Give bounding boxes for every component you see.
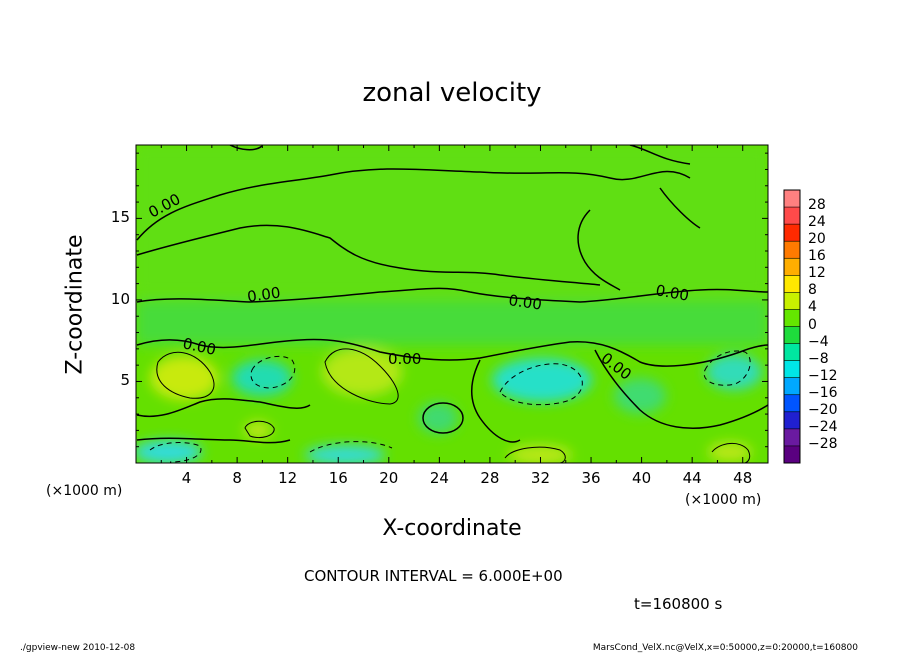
colorbar — [783, 189, 801, 464]
colorbar-label: −24 — [808, 418, 838, 435]
x-unit-right: (×1000 m) — [685, 492, 762, 508]
contour-label: 0.00 — [654, 281, 690, 305]
colorbar-swatch — [784, 241, 800, 259]
colorbar-label: 16 — [808, 248, 826, 265]
colorbar-swatch — [784, 326, 800, 345]
x-ticks — [160, 145, 744, 463]
x-tick-label: 28 — [480, 469, 500, 487]
y-tick-label: 5 — [120, 371, 130, 390]
contour-lines-thin — [156, 348, 751, 463]
colorbar-swatch — [784, 207, 800, 225]
footer-right: MarsCond_VelX.nc@VelX,x=0:50000,z=0:2000… — [592, 643, 858, 653]
contour-lines-dashed — [149, 350, 751, 463]
colorbar-label: 12 — [808, 265, 826, 282]
colorbar-swatch — [784, 224, 800, 242]
x-tick-label: 12 — [278, 469, 298, 487]
colorbar-swatch — [784, 377, 800, 396]
colorbar-label: −4 — [808, 333, 829, 350]
colorbar-swatch — [784, 360, 800, 379]
x-tick-label: 16 — [328, 469, 348, 487]
x-tick-label: 24 — [429, 469, 449, 487]
colorbar-swatch — [784, 394, 800, 413]
colorbar-label: −12 — [808, 367, 838, 384]
y-tick-label: 10 — [110, 289, 130, 308]
x-tick-label: 32 — [530, 469, 551, 487]
contour-label: 0.00 — [388, 350, 421, 368]
contour-label: 0.00 — [507, 291, 543, 313]
plot-frame — [135, 144, 769, 464]
colorbar-swatch — [784, 343, 800, 362]
colorbar-label: −20 — [808, 401, 838, 418]
heatmap-field — [136, 145, 768, 463]
colorbar-swatch — [784, 428, 800, 447]
colorbar-label: 24 — [808, 214, 826, 231]
x-tick-label: 36 — [581, 469, 601, 487]
x-unit-left: (×1000 m) — [46, 483, 123, 499]
contour-interval-text: CONTOUR INTERVAL = 6.000E+00 — [304, 567, 563, 585]
footer-left: ./gpview-new 2010-12-08 — [20, 643, 136, 653]
colorbar-label: 4 — [808, 299, 817, 316]
colorbar-label: 28 — [808, 197, 826, 214]
colorbar-swatch — [784, 445, 800, 464]
colorbar-swatch — [784, 190, 800, 208]
colorbar-label: 8 — [808, 282, 817, 299]
x-tick-label: 4 — [181, 469, 192, 487]
colorbar-label: −28 — [808, 435, 838, 452]
y-tick-label: 15 — [110, 208, 130, 227]
colorbar-swatch — [784, 275, 800, 293]
x-tick-label: 40 — [632, 469, 652, 487]
colorbar-label: 20 — [808, 231, 826, 248]
colorbar-swatch — [784, 292, 800, 310]
colorbar-swatch — [784, 258, 800, 276]
contour-lines — [136, 145, 768, 444]
x-tick-label: 8 — [232, 469, 242, 487]
x-axis-label: X-coordinate — [382, 516, 522, 541]
y-axis-label: Z-coordinate — [62, 234, 88, 375]
colorbar-label: −16 — [808, 384, 838, 401]
contour-label: 0.00 — [246, 283, 282, 305]
time-text: t=160800 s — [634, 595, 723, 613]
x-tick-label: 44 — [682, 469, 702, 487]
colorbar-label: 0 — [808, 316, 817, 333]
y-ticks — [136, 152, 768, 448]
x-tick-label: 20 — [379, 469, 399, 487]
colorbar-label: −8 — [808, 350, 829, 367]
colorbar-swatch — [784, 309, 800, 327]
x-tick-label: 48 — [733, 469, 753, 487]
chart-title: zonal velocity — [362, 78, 542, 108]
colorbar-swatch — [784, 411, 800, 430]
